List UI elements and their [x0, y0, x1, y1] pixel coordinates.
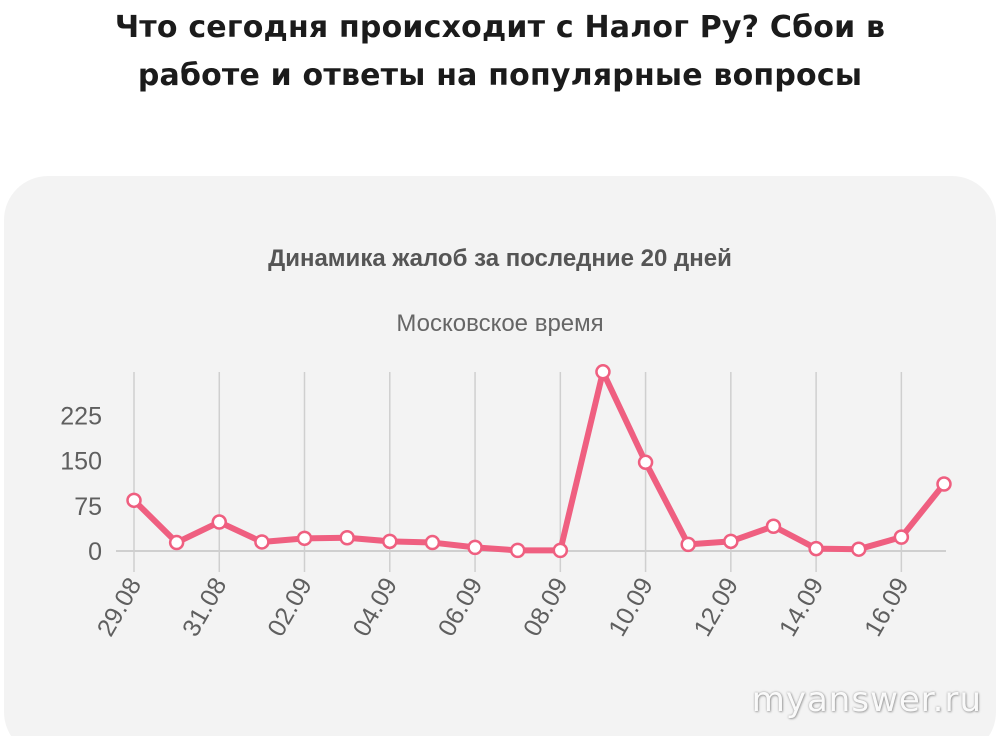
x-tick-label: 08.09	[518, 573, 574, 641]
data-point	[382, 533, 398, 550]
page-title-line-1: Что сегодня происходит с Налог Ру? Сбои …	[114, 10, 886, 45]
y-axis-labels: 0 75 150 225	[60, 402, 102, 566]
data-point	[723, 533, 739, 550]
x-tick-label: 12.09	[689, 573, 745, 641]
chart-subtitle: Московское время	[396, 310, 604, 337]
data-point	[126, 492, 142, 509]
data-point	[637, 454, 654, 471]
data-point	[680, 536, 696, 553]
data-point	[339, 529, 355, 546]
y-tick-label: 225	[60, 402, 102, 430]
data-point	[808, 540, 824, 557]
data-point	[211, 514, 228, 530]
data-point	[936, 476, 952, 492]
series-points	[126, 364, 952, 559]
data-point	[850, 541, 867, 557]
x-tick-label: 14.09	[774, 573, 830, 641]
data-point	[765, 518, 782, 535]
data-point	[467, 539, 483, 556]
data-point	[893, 529, 910, 545]
watermark: myanswer.ru	[751, 680, 982, 720]
data-point	[254, 534, 270, 550]
page-title-line-2: работе и ответы на популярные вопросы	[137, 58, 863, 93]
data-point	[296, 530, 313, 547]
x-tick-label: 04.09	[347, 573, 403, 641]
x-tick-label: 02.09	[262, 573, 318, 641]
x-tick-label: 10.09	[603, 573, 659, 641]
x-axis-labels: 29.08 31.08 02.09 04.09 06.09 08.09 10.09 12.09…	[92, 573, 915, 641]
y-tick-label: 150	[60, 448, 102, 476]
y-tick-label: 75	[74, 493, 102, 521]
x-tick-label: 16.09	[859, 573, 915, 641]
x-tick-label: 29.08	[92, 573, 148, 641]
x-tick-label: 31.08	[177, 573, 233, 641]
chart-title: Динамика жалоб за последние 20 дней	[268, 245, 732, 272]
grid-lines	[133, 372, 903, 572]
data-point	[424, 534, 441, 551]
data-point	[509, 542, 526, 559]
data-point	[168, 534, 185, 551]
chart-card	[4, 176, 996, 736]
data-point	[595, 364, 611, 380]
data-point	[552, 542, 569, 559]
series-line	[131, 368, 947, 554]
x-tick-label: 06.09	[433, 573, 489, 641]
page-title: Что сегодня происходит с Налог Ру? Сбои …	[0, 4, 1000, 100]
y-tick-label: 0	[88, 538, 102, 566]
